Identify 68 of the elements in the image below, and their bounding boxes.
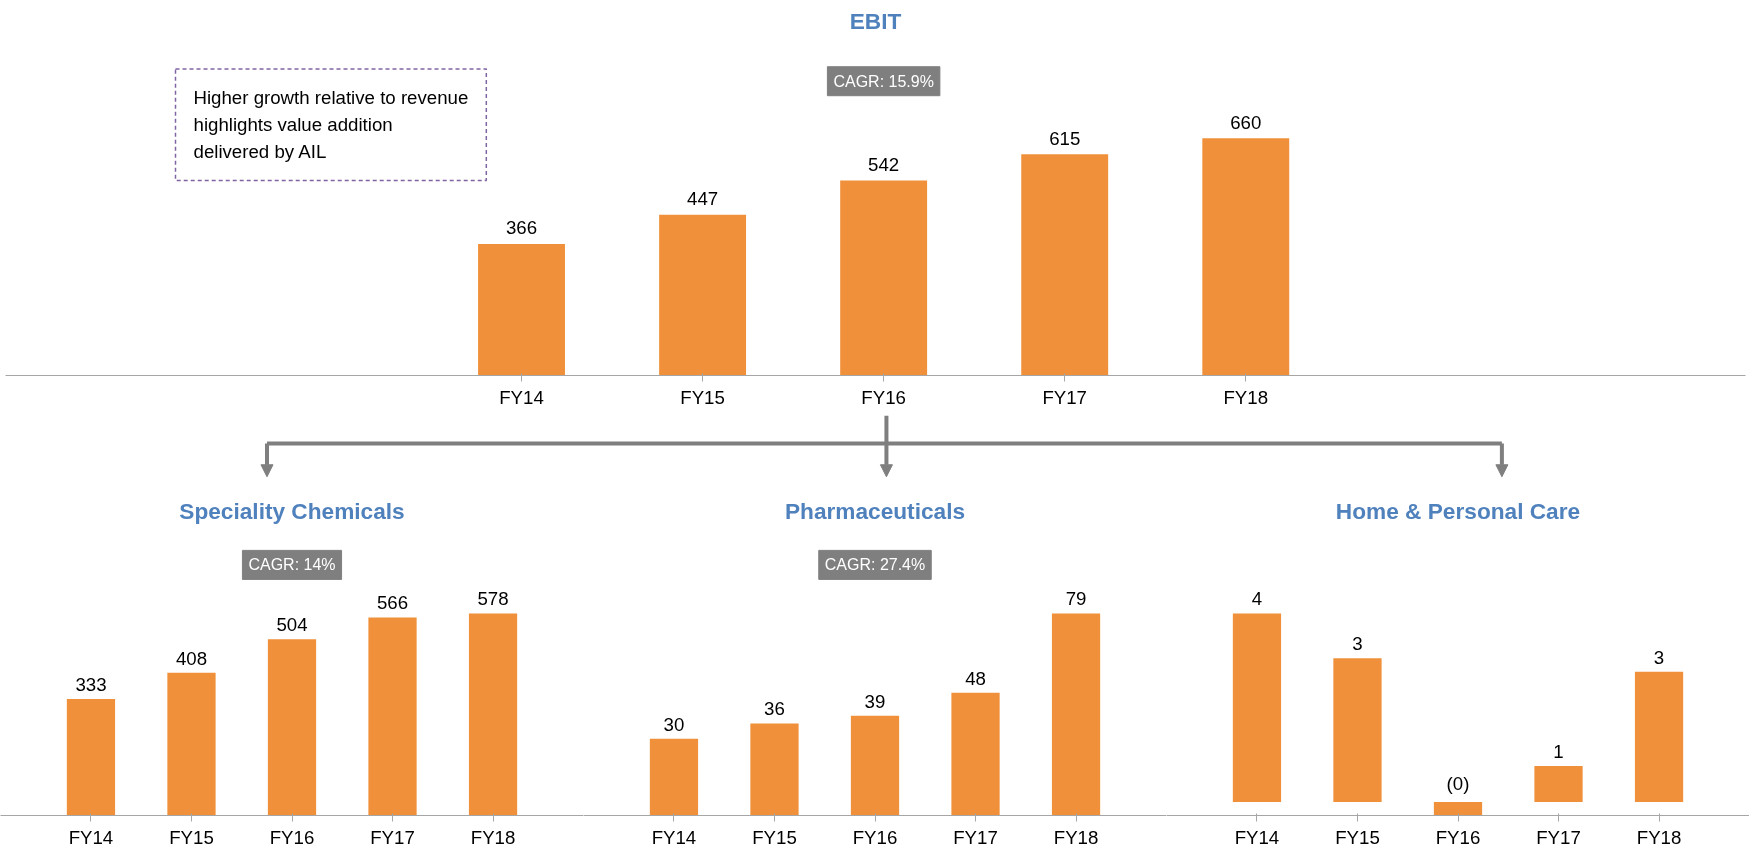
annotation: Higher growth relative to revenue highlights value addition delivered by AIL [193,86,469,163]
x-tick-label: FY18 [470,826,516,848]
x-tick-label: FY16 [269,826,315,848]
text: CAGR: 27.4% [824,556,926,574]
bar [750,723,799,816]
bar [468,613,518,816]
bar [1051,613,1101,816]
chart-title: Home & Personal Care [1335,497,1581,524]
x-tick-label: FY18 [1223,386,1269,408]
data-label: 578 [477,588,509,610]
bar [1021,154,1109,376]
chart-title: Speciality Chemicals [179,497,405,524]
x-tick-label: FY17 [370,826,415,848]
chart-title: Pharmaceuticals [784,497,966,524]
data-label: 3 [1653,646,1665,668]
text: CAGR: 14% [248,556,336,574]
bar [66,699,116,816]
x-tick-label: FY17 [953,826,998,848]
x-tick-label: FY14 [68,826,114,848]
bar [1232,613,1282,803]
data-label: 660 [1230,111,1262,133]
data-label: 4 [1251,588,1263,610]
bar [840,180,928,376]
x-tick-label: FY16 [852,826,898,848]
bar [659,214,747,376]
x-tick-label: FY14 [499,386,544,408]
data-label: (0) [1446,772,1470,794]
data-label: 79 [1065,588,1087,610]
data-label: 366 [505,217,538,239]
bar [951,692,1000,816]
data-label: 542 [868,154,900,176]
data-label: 48 [965,667,986,689]
bar [1333,658,1382,803]
x-tick-label: FY14 [651,826,697,848]
data-label: 30 [663,713,685,735]
x-tick-label: FY15 [752,826,797,848]
bar [167,672,216,816]
bar [267,639,317,816]
text: CAGR: 15.9% [833,72,934,90]
x-tick-label: FY17 [1042,386,1088,408]
data-label: 566 [376,592,409,614]
bar [368,617,417,816]
data-label: 615 [1049,127,1081,149]
data-label: 1 [1553,741,1564,763]
x-tick-label: FY14 [1234,826,1280,848]
x-tick-label: FY15 [680,386,725,408]
x-tick-label: FY15 [169,826,214,848]
x-tick-label: FY17 [1536,826,1581,848]
bar [478,243,565,376]
x-tick-label: FY15 [1335,826,1380,848]
data-label: 36 [764,698,785,720]
data-label: 408 [175,647,208,669]
bar [649,738,699,816]
x-tick-label: FY16 [1435,826,1481,848]
x-tick-label: FY16 [861,386,906,408]
bar [1534,766,1583,803]
data-label: 447 [687,188,719,210]
data-label: 39 [864,690,886,712]
data-label: 333 [75,673,107,695]
bar [1634,671,1684,803]
bar [1202,138,1290,376]
x-tick-label: FY18 [1636,826,1682,848]
x-tick-label: FY18 [1053,826,1099,848]
bar [850,715,900,816]
data-label: 504 [276,614,308,636]
data-label: 3 [1352,633,1363,655]
chart-title: EBIT [849,7,902,34]
bar [1433,802,1483,816]
